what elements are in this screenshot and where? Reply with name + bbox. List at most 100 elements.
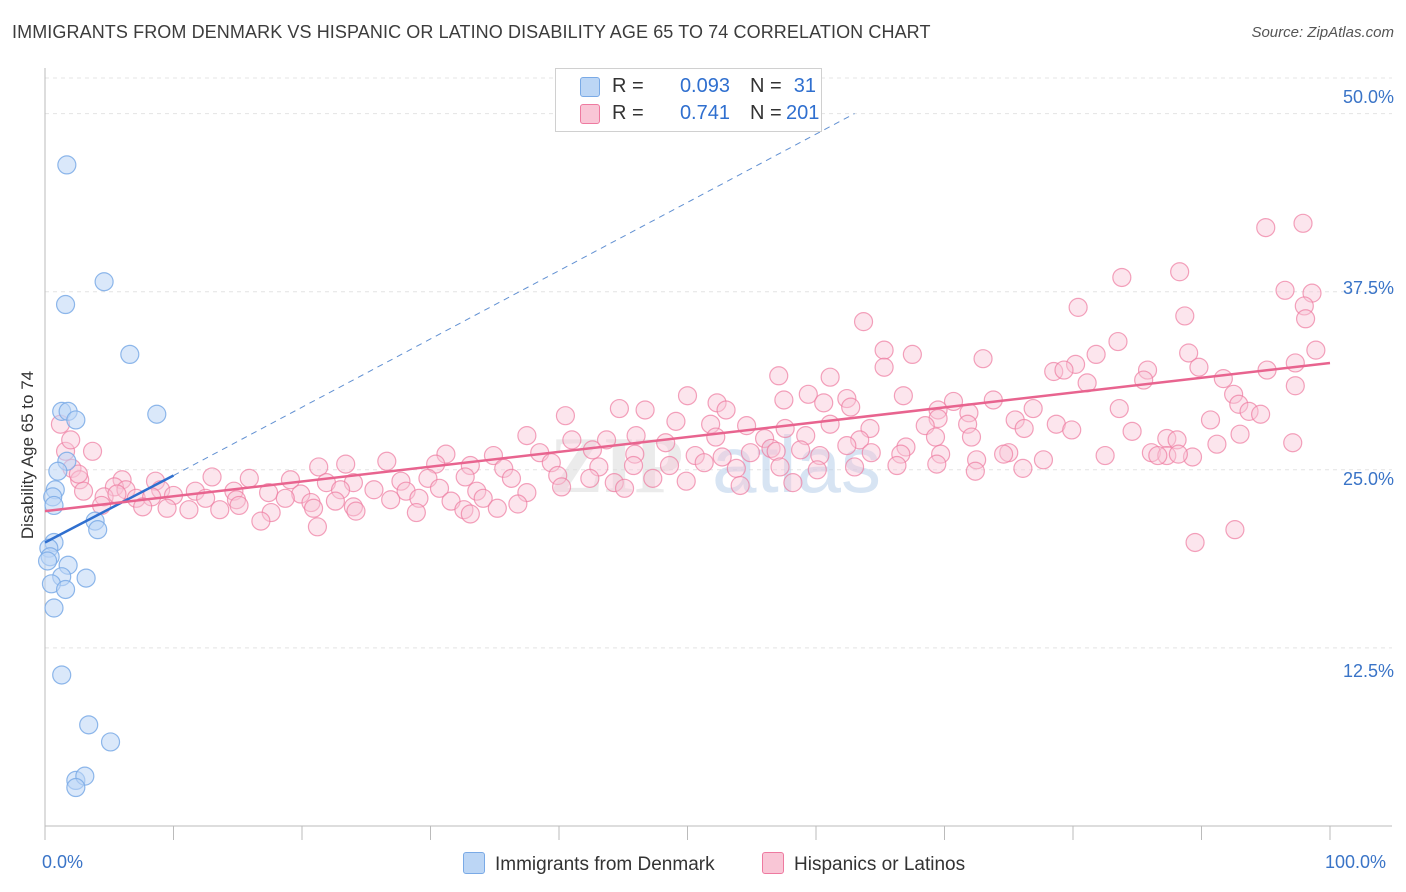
hispanic-point — [740, 443, 761, 463]
hispanic-point — [1182, 447, 1203, 467]
hispanic-point — [774, 390, 794, 410]
hispanic-point — [716, 400, 736, 420]
legend-r-label: R = — [612, 102, 644, 124]
hispanic-point — [761, 438, 781, 459]
denmark-point — [66, 777, 86, 798]
denmark-point — [120, 344, 140, 365]
legend-swatch-hispanic — [580, 104, 600, 124]
y-tick-label-25: 25.0% — [1342, 469, 1394, 489]
hispanic-point — [844, 457, 865, 477]
hispanic-point — [517, 426, 537, 446]
denmark-point — [88, 520, 108, 540]
hispanic-point — [1122, 421, 1142, 441]
hispanic-point — [1148, 445, 1168, 466]
hispanic-point — [1275, 280, 1295, 300]
hispanic-point — [68, 464, 89, 484]
hispanic-point — [1065, 354, 1086, 374]
hispanic-point — [643, 468, 663, 488]
denmark-point — [66, 410, 86, 430]
hispanic-point — [409, 488, 429, 508]
hispanic-point — [429, 478, 450, 498]
correlation-legend: R = 0.093 N = 31 R = 0.741 N = 201 — [555, 68, 822, 132]
hispanic-point — [626, 426, 646, 446]
source-label: Source: ZipAtlas.com — [1251, 24, 1394, 41]
hispanic-point — [487, 498, 507, 518]
hispanic-point — [1170, 262, 1190, 282]
denmark-trend-extension — [173, 113, 855, 476]
watermark-zip: ZIP — [550, 422, 683, 510]
trend-lines — [44, 113, 1331, 544]
hispanic-point — [796, 426, 816, 446]
hispanic-point — [157, 498, 177, 518]
denmark-point — [100, 732, 121, 752]
hispanic-point — [460, 504, 480, 524]
denmark-point — [48, 461, 68, 481]
hispanic-point — [229, 495, 249, 516]
hispanic-point — [931, 444, 951, 464]
hispanic-point — [820, 367, 840, 387]
hispanic-point — [1033, 450, 1054, 470]
y-tick-label-50: 50.0% — [1342, 87, 1394, 107]
hispanic-point — [73, 481, 94, 501]
hispanic-point — [810, 445, 830, 466]
hispanic-point — [1014, 418, 1034, 439]
denmark-point — [79, 715, 99, 735]
denmark-point — [76, 568, 96, 588]
hispanic-point — [961, 427, 982, 447]
hispanic-point — [1239, 401, 1259, 421]
hispanic-point — [508, 494, 528, 514]
hispanic-point — [1179, 343, 1199, 363]
hispanic-point — [1185, 532, 1205, 553]
hispanic-point — [874, 340, 894, 360]
hispanic-point — [790, 440, 811, 460]
denmark-point — [94, 272, 114, 292]
hispanic-point — [179, 500, 199, 520]
hispanic-point — [1293, 213, 1313, 233]
hispanics-points — [50, 213, 1326, 553]
legend-n-label: N = — [750, 75, 782, 97]
hispanic-trend-line — [44, 361, 1331, 513]
chart-title: IMMIGRANTS FROM DENMARK VS HISPANIC OR L… — [12, 22, 931, 42]
y-tick-label-37-5: 37.5% — [1342, 278, 1394, 298]
hispanic-point — [455, 467, 475, 487]
hispanic-point — [1062, 420, 1082, 440]
hispanic-point — [1054, 360, 1074, 380]
denmark-point — [37, 551, 58, 571]
hispanic-point — [325, 491, 346, 511]
hispanic-point — [754, 428, 775, 449]
hispanic-point — [614, 478, 635, 498]
hispanic-point — [677, 386, 698, 406]
hispanic-point — [562, 430, 582, 450]
bottom-legend-hispanic: Hispanics or Latinos — [762, 852, 965, 876]
hispanic-point — [239, 468, 259, 488]
bottom-legend-label-hispanic: Hispanics or Latinos — [794, 854, 966, 875]
hispanic-point — [769, 366, 789, 386]
hispanic-point — [1168, 444, 1188, 464]
hispanic-point — [82, 441, 103, 461]
hispanic-point — [893, 386, 913, 406]
x-tick-label-max: 100.0% — [1325, 852, 1387, 872]
hispanic-point — [609, 398, 629, 419]
hispanic-point — [61, 430, 81, 450]
hispanic-point — [994, 444, 1014, 464]
gridlines — [45, 77, 1392, 649]
legend-r-value: 0.741 — [679, 102, 730, 124]
hispanic-point — [798, 384, 818, 404]
hispanic-point — [303, 498, 324, 518]
hispanic-point — [965, 461, 985, 481]
hispanic-point — [436, 444, 456, 464]
hispanic-point — [623, 455, 644, 476]
hispanic-point — [336, 454, 356, 474]
hispanic-point — [837, 435, 857, 456]
hispanic-point — [973, 349, 993, 369]
hispanic-point — [185, 481, 205, 501]
axes — [44, 68, 1392, 840]
hispanic-point — [1112, 267, 1132, 288]
hispanic-point — [580, 468, 600, 488]
hispanic-point — [656, 433, 676, 453]
hispanic-point — [925, 427, 946, 447]
hispanic-point — [841, 397, 861, 417]
hispanic-point — [770, 457, 790, 477]
hispanic-point — [730, 475, 750, 496]
hispanic-point — [604, 473, 624, 493]
